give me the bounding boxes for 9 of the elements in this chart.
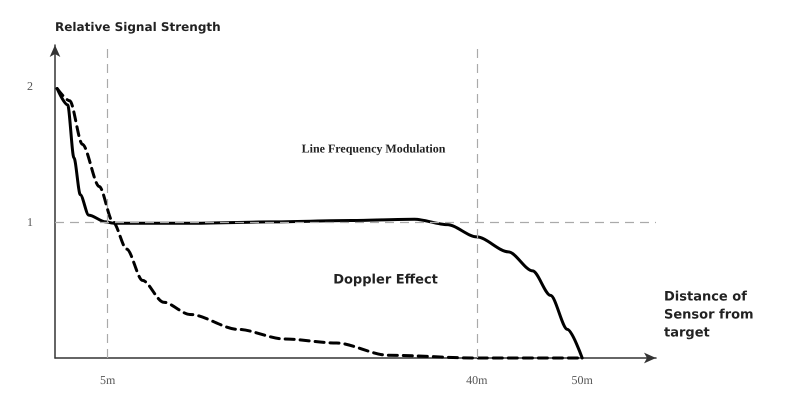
y-tick-label: 2 bbox=[27, 78, 33, 93]
annotation: Doppler Effect bbox=[333, 272, 438, 288]
annotation: Line Frequency Modulation bbox=[302, 141, 446, 156]
x-tick-label: 5m bbox=[100, 373, 116, 387]
x-axis-title: Distance of Sensor from target bbox=[664, 290, 758, 340]
y-axis-title: Relative Signal Strength bbox=[55, 20, 221, 34]
y-tick-label: 1 bbox=[27, 214, 33, 229]
x-tick-label: 50m bbox=[572, 373, 594, 387]
x-tick-label: 40m bbox=[466, 373, 488, 387]
